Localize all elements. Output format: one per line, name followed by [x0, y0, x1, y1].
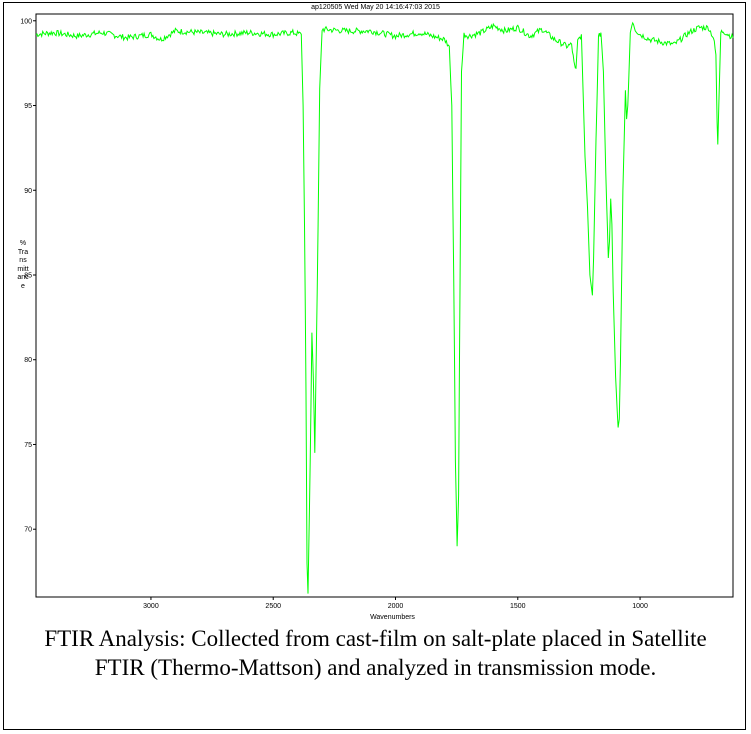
y-tick-label: 80: [24, 357, 32, 364]
x-tick-label: 3000: [143, 603, 159, 610]
x-tick-label: 1000: [632, 603, 648, 610]
spectrum-line: [35, 21, 734, 594]
x-tick-label: 1500: [510, 603, 526, 610]
x-tick-label: 2000: [388, 603, 404, 610]
chart-title: ap120505 Wed May 20 14:16:47:03 2015: [311, 4, 440, 11]
plot-area: [35, 13, 734, 598]
y-tick-label: 90: [24, 188, 32, 195]
y-tick-label: 95: [24, 103, 32, 110]
x-tick-label: 2500: [265, 603, 281, 610]
y-axis-label: % Transmittance: [17, 240, 29, 290]
y-tick-label: 70: [24, 527, 32, 534]
x-axis-label: Wavenumbers: [370, 614, 415, 621]
figure-frame: [3, 2, 746, 730]
y-tick-label: 100: [20, 18, 32, 25]
figure-caption: FTIR Analysis: Collected from cast-film …: [44, 626, 707, 680]
y-tick-label: 75: [24, 442, 32, 449]
y-tick-label: 85: [24, 272, 32, 279]
